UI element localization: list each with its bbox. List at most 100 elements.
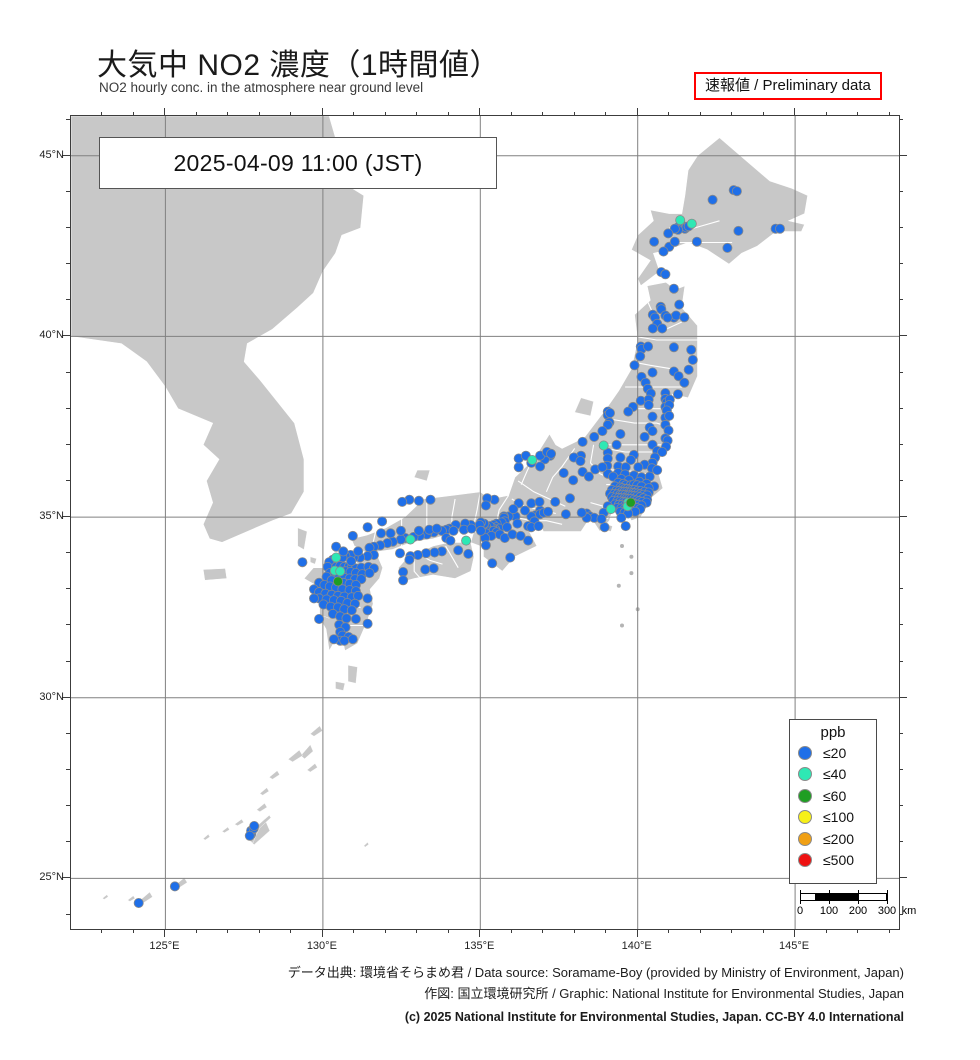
station-marker[interactable] bbox=[362, 618, 373, 629]
map-plot-area[interactable] bbox=[70, 115, 900, 930]
station-marker[interactable] bbox=[605, 407, 616, 418]
station-marker[interactable] bbox=[671, 310, 682, 321]
station-marker[interactable] bbox=[664, 410, 675, 421]
station-marker[interactable] bbox=[775, 223, 786, 234]
station-marker[interactable] bbox=[589, 431, 600, 442]
station-marker[interactable] bbox=[605, 504, 616, 515]
station-marker[interactable] bbox=[731, 186, 742, 197]
station-marker[interactable] bbox=[404, 554, 415, 565]
station-marker[interactable] bbox=[244, 830, 255, 841]
station-marker[interactable] bbox=[394, 548, 405, 559]
station-marker[interactable] bbox=[533, 521, 544, 532]
station-marker[interactable] bbox=[683, 364, 694, 375]
station-marker[interactable] bbox=[679, 312, 690, 323]
station-marker[interactable] bbox=[583, 471, 594, 482]
station-marker[interactable] bbox=[596, 513, 607, 524]
station-marker[interactable] bbox=[597, 426, 608, 437]
station-marker[interactable] bbox=[353, 546, 364, 557]
station-marker[interactable] bbox=[507, 529, 518, 540]
station-marker[interactable] bbox=[429, 547, 440, 558]
station-marker[interactable] bbox=[346, 605, 357, 616]
station-marker[interactable] bbox=[513, 462, 524, 473]
station-marker[interactable] bbox=[647, 411, 658, 422]
station-marker[interactable] bbox=[420, 564, 431, 575]
legend-entry-5[interactable]: ≤500 bbox=[790, 850, 876, 872]
station-marker[interactable] bbox=[463, 548, 474, 559]
station-marker[interactable] bbox=[733, 225, 744, 236]
station-marker[interactable] bbox=[657, 323, 668, 334]
station-marker[interactable] bbox=[597, 462, 608, 473]
station-marker[interactable] bbox=[397, 496, 408, 507]
station-marker[interactable] bbox=[376, 528, 387, 539]
station-marker[interactable] bbox=[385, 528, 396, 539]
station-marker[interactable] bbox=[431, 523, 442, 534]
station-marker[interactable] bbox=[662, 312, 673, 323]
station-marker[interactable] bbox=[534, 496, 545, 507]
station-marker[interactable] bbox=[668, 342, 679, 353]
station-marker[interactable] bbox=[564, 493, 575, 504]
station-marker[interactable] bbox=[338, 546, 349, 557]
station-marker[interactable] bbox=[347, 530, 358, 541]
station-marker[interactable] bbox=[249, 821, 260, 832]
station-marker[interactable] bbox=[657, 446, 668, 457]
station-markers[interactable] bbox=[133, 185, 786, 909]
station-marker[interactable] bbox=[480, 540, 491, 551]
station-marker[interactable] bbox=[508, 504, 519, 515]
station-marker[interactable] bbox=[647, 323, 658, 334]
station-marker[interactable] bbox=[652, 465, 663, 476]
station-marker[interactable] bbox=[347, 634, 358, 645]
station-marker[interactable] bbox=[660, 269, 671, 280]
station-marker[interactable] bbox=[505, 552, 516, 563]
station-marker[interactable] bbox=[611, 439, 622, 450]
station-marker[interactable] bbox=[546, 448, 557, 459]
station-marker[interactable] bbox=[673, 389, 684, 400]
station-marker[interactable] bbox=[620, 521, 631, 532]
station-marker[interactable] bbox=[453, 545, 464, 556]
station-marker[interactable] bbox=[598, 440, 609, 451]
station-marker[interactable] bbox=[535, 461, 546, 472]
station-marker[interactable] bbox=[658, 246, 669, 257]
station-marker[interactable] bbox=[673, 371, 684, 382]
station-marker[interactable] bbox=[663, 228, 674, 239]
station-marker[interactable] bbox=[466, 523, 477, 534]
station-marker[interactable] bbox=[448, 525, 459, 536]
station-marker[interactable] bbox=[425, 494, 436, 505]
legend-entry-4[interactable]: ≤200 bbox=[790, 828, 876, 850]
station-marker[interactable] bbox=[623, 406, 634, 417]
station-marker[interactable] bbox=[413, 525, 424, 536]
station-marker[interactable] bbox=[428, 563, 439, 574]
station-marker[interactable] bbox=[577, 436, 588, 447]
station-marker[interactable] bbox=[679, 377, 690, 388]
station-marker[interactable] bbox=[398, 575, 409, 586]
station-marker[interactable] bbox=[542, 506, 553, 517]
station-marker[interactable] bbox=[691, 236, 702, 247]
station-marker[interactable] bbox=[686, 344, 697, 355]
station-marker[interactable] bbox=[350, 613, 361, 624]
station-marker[interactable] bbox=[523, 535, 534, 546]
station-marker[interactable] bbox=[576, 507, 587, 518]
station-marker[interactable] bbox=[421, 548, 432, 559]
station-marker[interactable] bbox=[643, 400, 654, 411]
station-marker[interactable] bbox=[527, 454, 538, 465]
station-marker[interactable] bbox=[461, 535, 472, 546]
station-marker[interactable] bbox=[480, 500, 491, 511]
station-marker[interactable] bbox=[475, 525, 486, 536]
station-marker[interactable] bbox=[395, 525, 406, 536]
station-marker[interactable] bbox=[560, 509, 571, 520]
station-marker[interactable] bbox=[647, 426, 658, 437]
station-marker[interactable] bbox=[707, 194, 718, 205]
station-marker[interactable] bbox=[398, 566, 409, 577]
station-marker[interactable] bbox=[639, 431, 650, 442]
station-marker[interactable] bbox=[675, 215, 686, 226]
station-marker[interactable] bbox=[501, 522, 512, 533]
station-marker[interactable] bbox=[519, 505, 530, 516]
station-marker[interactable] bbox=[668, 283, 679, 294]
station-marker[interactable] bbox=[331, 541, 342, 552]
station-marker[interactable] bbox=[568, 475, 579, 486]
station-marker[interactable] bbox=[635, 351, 646, 362]
station-marker[interactable] bbox=[405, 534, 416, 545]
station-marker[interactable] bbox=[341, 613, 352, 624]
station-marker[interactable] bbox=[615, 452, 626, 463]
station-marker[interactable] bbox=[332, 576, 343, 587]
station-marker[interactable] bbox=[364, 568, 375, 579]
